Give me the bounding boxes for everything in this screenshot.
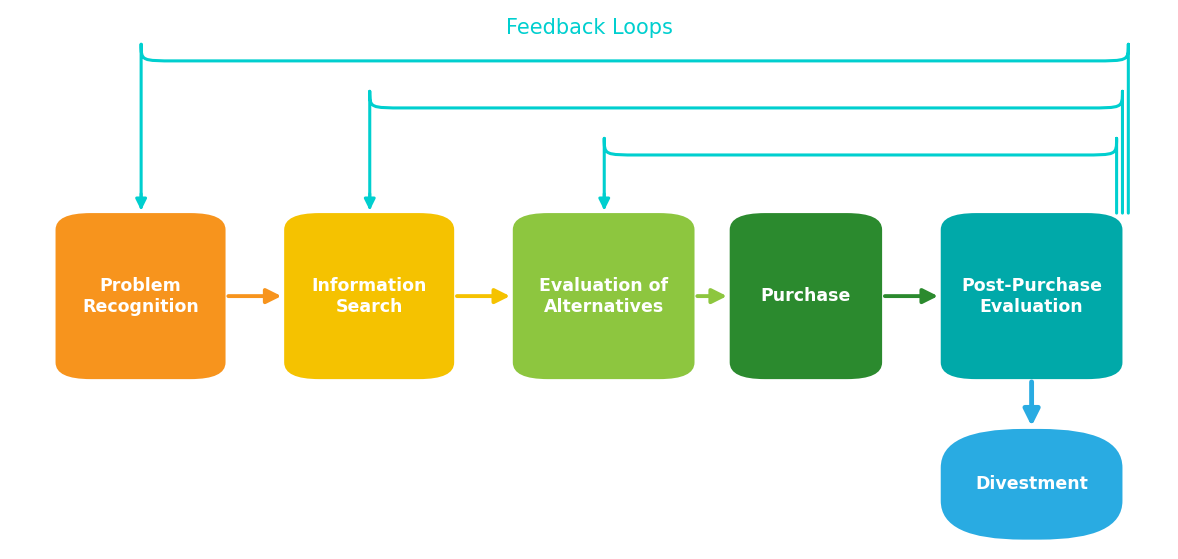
Text: Purchase: Purchase xyxy=(761,287,851,305)
Text: Problem
Recognition: Problem Recognition xyxy=(82,277,199,315)
FancyBboxPatch shape xyxy=(55,213,225,379)
FancyBboxPatch shape xyxy=(941,213,1123,379)
FancyBboxPatch shape xyxy=(729,213,882,379)
FancyBboxPatch shape xyxy=(284,213,455,379)
FancyBboxPatch shape xyxy=(512,213,695,379)
Text: Information
Search: Information Search xyxy=(311,277,426,315)
Text: Evaluation of
Alternatives: Evaluation of Alternatives xyxy=(540,277,668,315)
Text: Feedback Loops: Feedback Loops xyxy=(505,18,673,37)
Text: Post-Purchase
Evaluation: Post-Purchase Evaluation xyxy=(961,277,1103,315)
Text: Divestment: Divestment xyxy=(975,475,1088,493)
FancyBboxPatch shape xyxy=(941,429,1123,539)
